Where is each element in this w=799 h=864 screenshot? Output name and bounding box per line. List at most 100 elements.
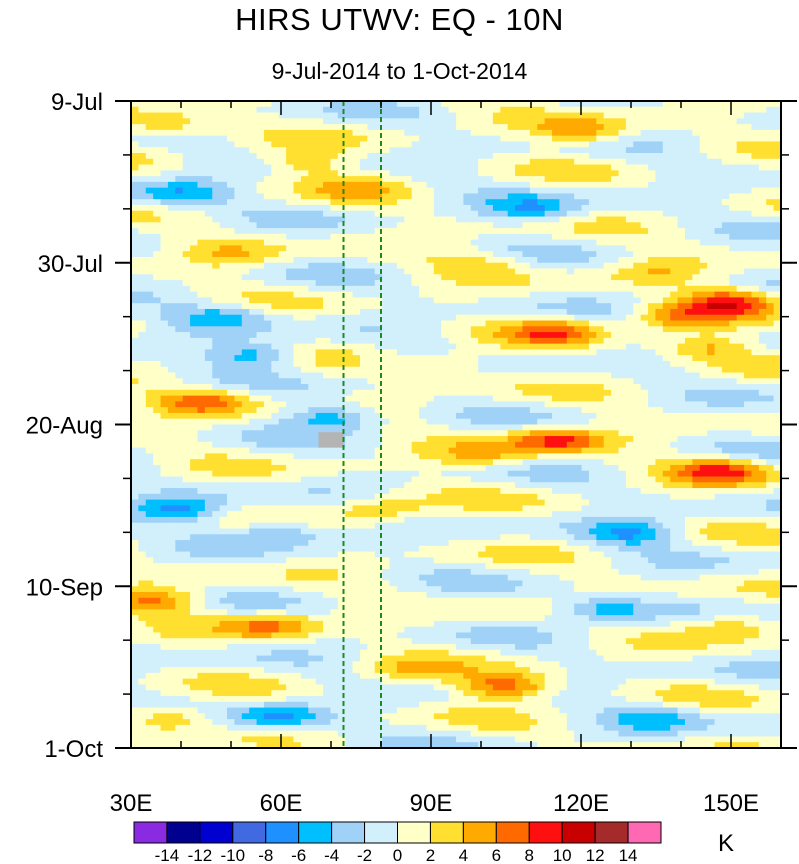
heatmap-cell (404, 199, 413, 206)
heatmap-cell (699, 291, 708, 299)
heatmap-cell (515, 181, 524, 189)
heatmap-cell (640, 389, 649, 397)
heatmap-cell (744, 308, 753, 316)
heatmap-cell (463, 262, 472, 270)
heatmap-cell (359, 170, 368, 177)
heatmap-cell (234, 297, 243, 304)
heatmap-cell (677, 412, 686, 420)
heatmap-cell (537, 274, 546, 281)
heatmap-cell (507, 407, 516, 414)
heatmap-cell (603, 158, 612, 166)
heatmap-cell (293, 199, 302, 206)
heatmap-cell (278, 412, 287, 420)
heatmap-cell (566, 222, 575, 229)
heatmap-cell (655, 308, 664, 316)
heatmap-cell (263, 349, 272, 356)
heatmap-cell (315, 262, 324, 270)
heatmap-cell (167, 303, 176, 310)
heatmap-cell (463, 135, 472, 143)
heatmap-cell (596, 412, 605, 420)
heatmap-cell (278, 222, 287, 229)
heatmap-cell (271, 239, 280, 247)
heatmap-cell (241, 360, 250, 368)
heatmap-cell (751, 326, 760, 333)
heatmap-cell (404, 320, 413, 327)
heatmap-cell (507, 372, 516, 379)
heatmap-cell (197, 228, 206, 235)
heatmap-cell (374, 124, 383, 131)
heatmap-cell (153, 216, 162, 223)
heatmap-cell (182, 285, 191, 293)
heatmap-cell (337, 280, 346, 287)
heatmap-cell (684, 106, 693, 114)
heatmap-cell (337, 210, 346, 218)
heatmap-cell (404, 233, 413, 241)
heatmap-cell (603, 216, 612, 223)
heatmap-cell (145, 320, 154, 327)
heatmap-cell (633, 314, 642, 322)
chart-title: HIRS UTWV: EQ - 10N (235, 2, 564, 37)
heatmap-cell (227, 106, 236, 114)
heatmap-cell (382, 193, 391, 200)
heatmap-cell (714, 187, 723, 195)
heatmap-cell (175, 135, 184, 143)
heatmap-cell (204, 164, 213, 171)
heatmap-cell (655, 176, 664, 183)
heatmap-cell (441, 291, 450, 299)
heatmap-cell (692, 210, 701, 218)
heatmap-cell (485, 418, 494, 426)
heatmap-cell (618, 326, 627, 333)
heatmap-cell (684, 268, 693, 275)
heatmap-cell (500, 135, 509, 143)
heatmap-cell (544, 412, 553, 420)
heatmap-cell (323, 118, 332, 125)
heatmap-cell (396, 389, 405, 397)
heatmap-cell (175, 158, 184, 166)
heatmap-cell (330, 245, 339, 252)
heatmap-cell (522, 129, 531, 137)
heatmap-cell (404, 193, 413, 200)
heatmap-cell (426, 268, 435, 275)
heatmap-cell (699, 210, 708, 218)
heatmap-cell (633, 129, 642, 137)
heatmap-cell (529, 193, 538, 200)
heatmap-cell (160, 407, 169, 414)
heatmap-cell (588, 101, 597, 108)
heatmap-cell (234, 268, 243, 275)
heatmap-cell (448, 199, 457, 206)
heatmap-cell (773, 135, 781, 143)
heatmap-cell (219, 199, 228, 206)
heatmap-cell (633, 216, 642, 223)
heatmap-cell (175, 314, 184, 322)
heatmap-cell (300, 152, 309, 160)
heatmap-cell (278, 308, 287, 316)
heatmap-cell (463, 152, 472, 160)
heatmap-cell (145, 124, 154, 131)
heatmap-cell (633, 251, 642, 258)
heatmap-cell (456, 193, 464, 200)
heatmap-cell (463, 181, 472, 189)
heatmap-cell (611, 366, 620, 374)
heatmap-cell (478, 147, 487, 154)
heatmap-cell (212, 135, 221, 143)
heatmap-cell (470, 407, 479, 414)
heatmap-cell (345, 274, 354, 281)
heatmap-cell (337, 193, 346, 200)
heatmap-cell (352, 251, 361, 258)
heatmap-cell (566, 193, 575, 200)
heatmap-cell (751, 395, 760, 402)
heatmap-cell (766, 147, 775, 154)
heatmap-cell (655, 291, 664, 299)
heatmap-cell (529, 164, 538, 171)
heatmap-cell (204, 291, 213, 299)
heatmap-cell (729, 199, 738, 206)
heatmap-cell (692, 129, 701, 137)
heatmap-cell (721, 372, 730, 379)
heatmap-cell (500, 280, 509, 287)
heatmap-cell (492, 268, 501, 275)
heatmap-cell (544, 355, 553, 362)
heatmap-cell (544, 112, 553, 119)
heatmap-cell (263, 158, 272, 166)
heatmap-cell (581, 407, 590, 414)
heatmap-cell (773, 141, 781, 148)
